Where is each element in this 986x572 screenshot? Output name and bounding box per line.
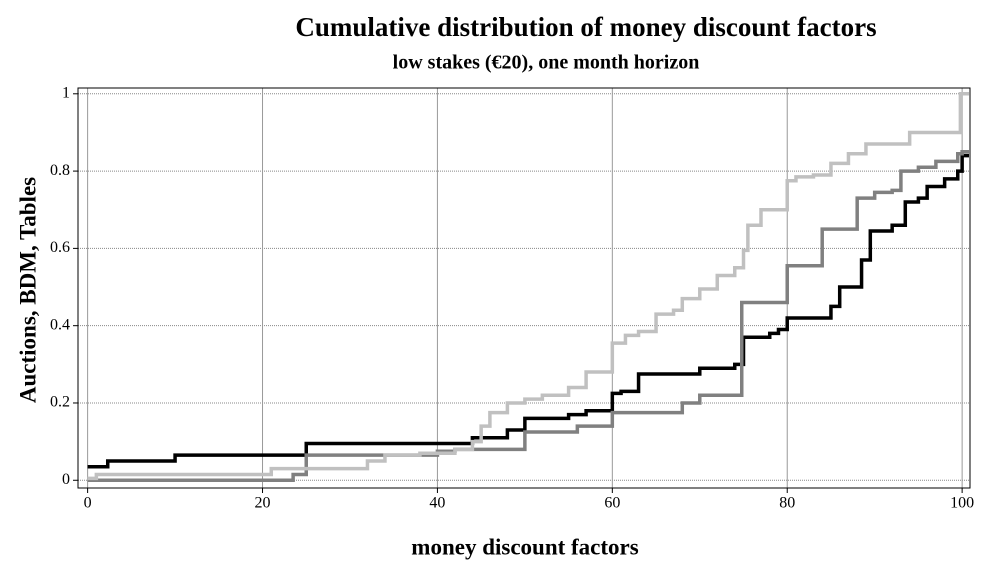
y-axis-label: Auctions, BDM, Tables <box>15 177 40 403</box>
y-tick-label: 0.8 <box>50 162 70 179</box>
plot-frame <box>77 87 971 489</box>
chart-title: Cumulative distribution of money discoun… <box>295 12 876 42</box>
step-line <box>87 153 969 469</box>
y-tick-label: 0.6 <box>50 239 70 256</box>
y-tick-label: 0.4 <box>50 316 70 333</box>
step-line <box>87 92 969 481</box>
y-tick-label: 1 <box>62 84 70 101</box>
x-axis-label: money discount factors <box>411 534 638 559</box>
x-tick-label: 40 <box>429 495 445 512</box>
chart-subtitle: low stakes (€20), one month horizon <box>393 52 700 74</box>
x-tick-label: 100 <box>950 495 974 512</box>
y-tick-label: 0.2 <box>50 394 70 411</box>
x-tick-label: 0 <box>84 495 92 512</box>
x-tick-label: 80 <box>779 495 795 512</box>
x-tick-label: 20 <box>255 495 271 512</box>
x-tick-label: 60 <box>604 495 620 512</box>
y-tick-label: 0 <box>62 471 70 488</box>
step-line <box>87 150 969 483</box>
